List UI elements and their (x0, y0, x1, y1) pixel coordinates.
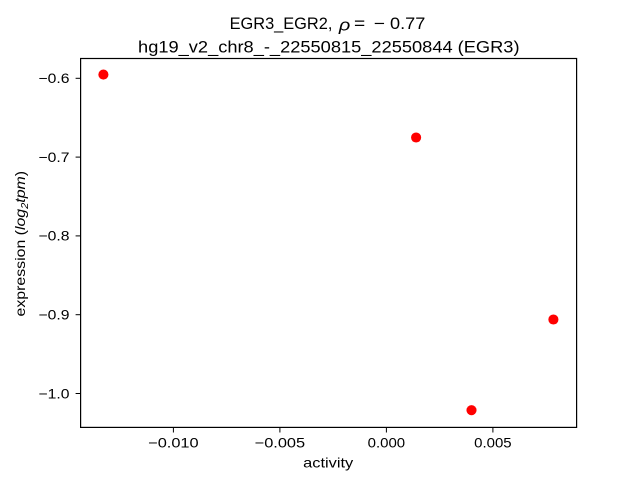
svg-text:−0.8: −0.8 (39, 228, 70, 244)
svg-text:0.000: 0.000 (368, 435, 406, 451)
svg-text:hg19_v2_chr8_-_22550815_225508: hg19_v2_chr8_-_22550815_22550844 (EGR3) (138, 37, 520, 56)
svg-text:EGR3_EGR2,ρ=−0.77: EGR3_EGR2, ρ = −0.77 (230, 14, 426, 34)
svg-text:activity: activity (303, 455, 353, 471)
svg-text:−0.010: −0.010 (148, 435, 199, 451)
svg-text:−1.0: −1.0 (39, 385, 70, 401)
svg-text:−0.005: −0.005 (255, 435, 306, 451)
svg-text:0.005: 0.005 (474, 435, 512, 451)
svg-text:−0.6: −0.6 (39, 70, 70, 86)
svg-text:−0.7: −0.7 (39, 149, 70, 165)
svg-text:−0.9: −0.9 (39, 307, 70, 323)
